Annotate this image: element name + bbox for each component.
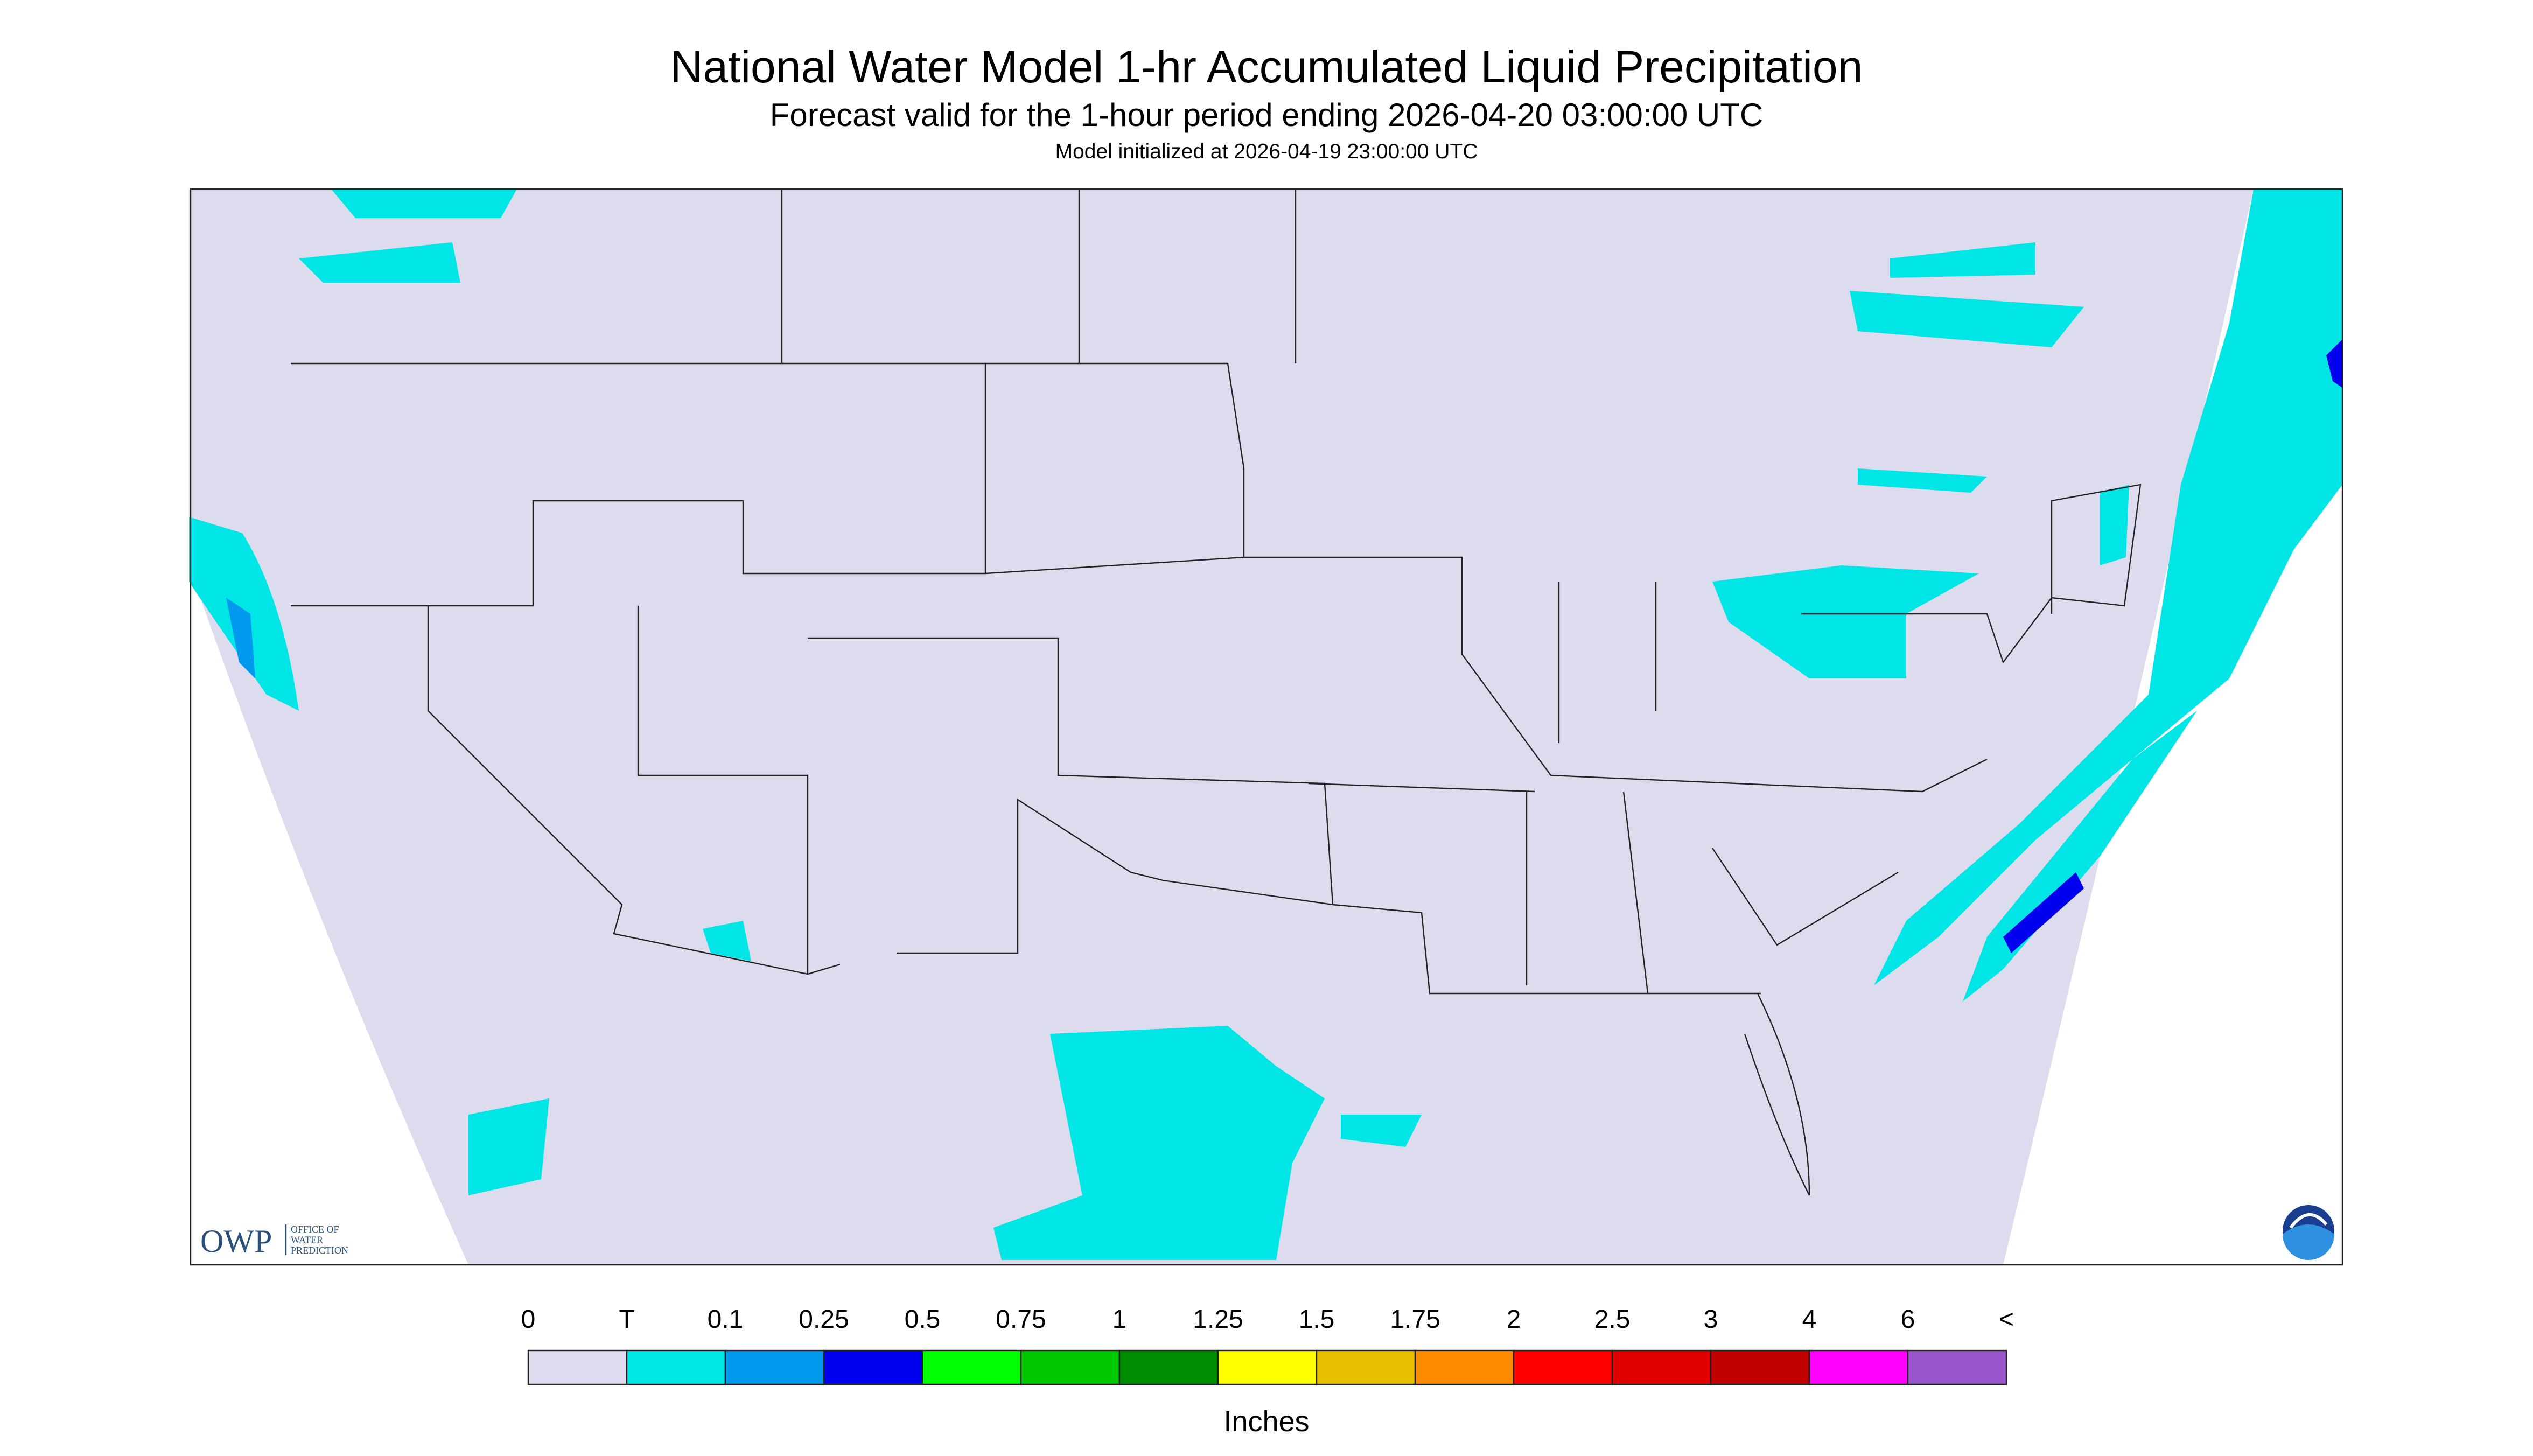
- legend-label: 0.5: [905, 1305, 941, 1334]
- legend-label: 4: [1802, 1305, 1817, 1334]
- legend-label: <: [1999, 1305, 2014, 1334]
- legend-label: 0.1: [708, 1305, 744, 1334]
- subtitle: Forecast valid for the 1-hour period end…: [770, 97, 1763, 133]
- legend-label: 0: [521, 1305, 536, 1334]
- legend-swatch: [1414, 1349, 1515, 1385]
- legend-label: 2: [1507, 1305, 1521, 1334]
- map: OWP OFFICE OF WATER PREDICTION: [189, 188, 2343, 1266]
- init-time: Model initialized at 2026-04-19 23:00:00…: [1055, 140, 1478, 163]
- legend-unit: Inches: [1223, 1405, 1309, 1438]
- legend-label: 1.5: [1299, 1305, 1335, 1334]
- legend-swatch: [1118, 1349, 1219, 1385]
- owp-mark: OWP: [200, 1223, 272, 1259]
- legend-label: 3: [1704, 1305, 1718, 1334]
- legend-label: 2.5: [1594, 1305, 1631, 1334]
- legend-swatch: [527, 1349, 628, 1385]
- legend-label: 1.25: [1193, 1305, 1243, 1334]
- owp-caption-line: OFFICE OF: [291, 1224, 339, 1235]
- legend-swatch: [1217, 1349, 1318, 1385]
- legend: 0 T 0.1 0.25 0.5 0.75 1 1.25 1.5 1.75 2 2.5 3 4 6 <: [521, 1305, 2014, 1385]
- legend-swatch: [724, 1349, 825, 1385]
- legend-swatch: [1611, 1349, 1712, 1385]
- legend-swatch: [626, 1349, 726, 1385]
- owp-caption: OFFICE OF WATER PREDICTION: [291, 1224, 348, 1256]
- legend-label: 1.75: [1390, 1305, 1440, 1334]
- legend-swatch: [1513, 1349, 1613, 1385]
- legend-swatch: [1808, 1349, 1909, 1385]
- noaa-logo: [2283, 1205, 2334, 1261]
- owp-caption-line: PREDICTION: [291, 1245, 348, 1256]
- owp-logo: OWP OFFICE OF WATER PREDICTION: [200, 1223, 348, 1259]
- legend-swatch: [823, 1349, 923, 1385]
- legend-swatch: [1020, 1349, 1121, 1385]
- legend-label: T: [619, 1305, 634, 1334]
- legend-swatch: [1710, 1349, 1810, 1385]
- state-borders: [190, 188, 2343, 1266]
- legend-label: 1: [1112, 1305, 1127, 1334]
- legend-swatch: [921, 1349, 1022, 1385]
- model-domain: [189, 189, 2254, 1265]
- legend-label: 6: [1901, 1305, 1915, 1334]
- legend-label: 0.25: [799, 1305, 849, 1334]
- precipitation: [189, 189, 2342, 1261]
- legend-swatch: [1907, 1349, 2007, 1385]
- legend-label: 0.75: [996, 1305, 1046, 1334]
- title: National Water Model 1-hr Accumulated Li…: [670, 41, 1863, 92]
- legend-swatch: [1316, 1349, 1416, 1385]
- owp-caption-line: WATER: [291, 1235, 323, 1245]
